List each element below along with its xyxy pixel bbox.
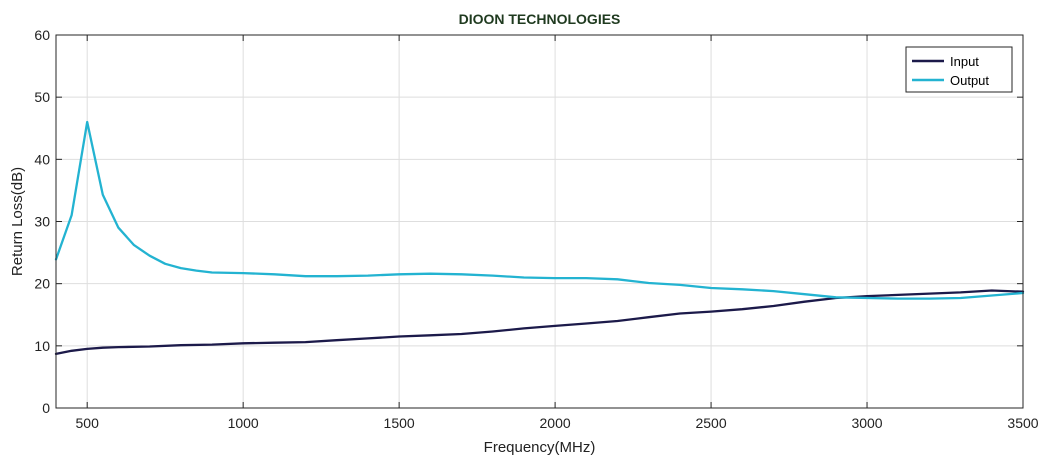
legend: Input Output — [905, 46, 1013, 93]
x-tick-label: 1000 — [228, 415, 259, 431]
y-tick-label: 30 — [34, 214, 50, 230]
y-tick-label: 20 — [34, 276, 50, 292]
legend-label-input: Input — [950, 54, 979, 69]
series-line-output — [54, 120, 1025, 300]
x-tick-label: 3000 — [851, 415, 882, 431]
y-tick-label: 60 — [34, 27, 50, 43]
y-tick-label: 10 — [34, 338, 50, 354]
x-tick-label: 3500 — [1007, 415, 1038, 431]
x-axis-label: Frequency(MHz) — [484, 439, 596, 456]
x-tick-label: 1500 — [384, 415, 415, 431]
y-tick-label: 50 — [34, 89, 50, 105]
legend-box — [905, 46, 1013, 93]
chart-title: DIOON TECHNOLOGIES — [459, 11, 621, 27]
y-tick-label: 40 — [34, 151, 50, 167]
legend-label-output: Output — [950, 73, 989, 88]
x-tick-label: 2500 — [695, 415, 726, 431]
x-tick-label: 2000 — [540, 415, 571, 431]
x-tick-labels: 500 1000 1500 2000 2500 3000 3500 — [76, 35, 1039, 431]
y-axis-label: Return Loss(dB) — [9, 167, 26, 276]
y-tick-label: 0 — [42, 400, 50, 416]
x-tick-label: 500 — [76, 415, 100, 431]
series-layer — [54, 120, 1025, 356]
y-tick-labels: 0 10 20 30 40 50 60 — [34, 27, 1023, 416]
